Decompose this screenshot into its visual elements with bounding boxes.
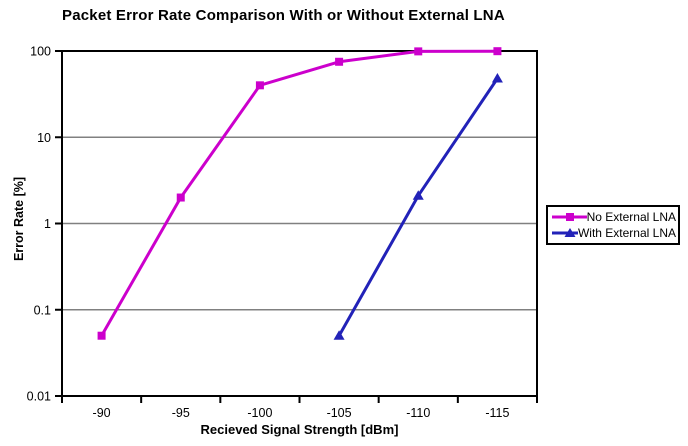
data-point-square — [176, 193, 185, 202]
x-tick-label: -95 — [172, 406, 190, 420]
y-tick-label: 100 — [30, 45, 51, 59]
legend-marker-square-icon — [552, 213, 587, 221]
x-tick-label: -110 — [406, 406, 430, 420]
legend-label: With External LNA — [577, 226, 676, 240]
x-tick-label: -100 — [247, 406, 272, 420]
y-tick-label: 1 — [44, 217, 51, 231]
legend-item: No External LNA — [551, 209, 676, 225]
data-point-triangle — [333, 330, 345, 340]
series-line — [100, 49, 499, 338]
x-axis-title: Recieved Signal Strength [dBm] — [200, 422, 399, 437]
y-tick-label: 0.01 — [27, 390, 51, 404]
legend-item: With External LNA — [551, 225, 676, 241]
data-point-square — [335, 57, 344, 66]
data-point-square — [414, 47, 423, 56]
y-tick-label: 0.1 — [34, 303, 51, 317]
y-tick-label: 10 — [37, 131, 51, 145]
legend-label: No External LNA — [586, 210, 676, 224]
data-point-square — [493, 47, 502, 56]
legend-marker-triangle-icon — [552, 228, 578, 237]
series-line — [337, 76, 499, 338]
chart-title: Packet Error Rate Comparison With or Wit… — [62, 7, 505, 24]
data-point-square — [255, 81, 264, 90]
x-tick-label: -105 — [327, 406, 352, 420]
x-tick-label: -90 — [93, 406, 111, 420]
data-point-triangle — [412, 190, 424, 200]
legend: No External LNA With External LNA — [546, 205, 680, 245]
data-point-triangle — [491, 72, 503, 83]
data-point-square — [97, 331, 106, 340]
x-tick-label: -115 — [485, 406, 509, 420]
